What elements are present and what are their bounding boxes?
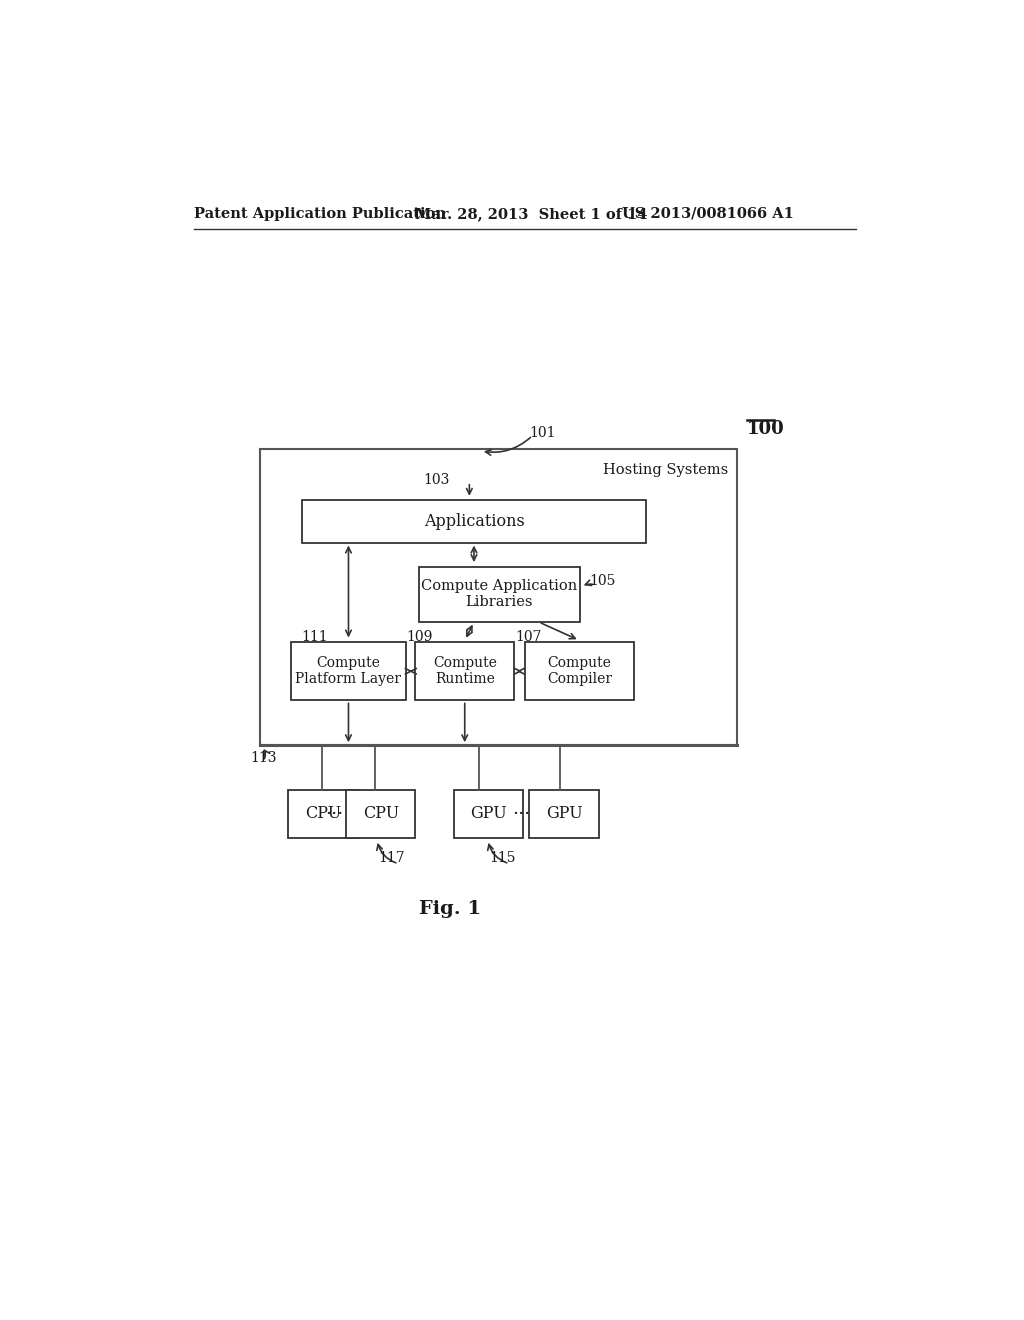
Text: Hosting Systems: Hosting Systems (603, 463, 728, 478)
Text: 101: 101 (529, 426, 556, 441)
Text: 100: 100 (746, 420, 784, 438)
Text: CPU: CPU (305, 805, 341, 822)
Text: CPU: CPU (362, 805, 399, 822)
Text: GPU: GPU (546, 805, 583, 822)
Text: ···: ··· (512, 805, 530, 822)
Bar (416, 642, 514, 701)
Bar (346, 789, 416, 838)
Text: Compute
Runtime: Compute Runtime (433, 656, 497, 686)
Text: GPU: GPU (470, 805, 507, 822)
Text: 103: 103 (423, 473, 450, 487)
Text: Compute Application
Libraries: Compute Application Libraries (421, 579, 578, 610)
Bar (419, 566, 581, 622)
Text: 117: 117 (379, 851, 406, 866)
Text: Compute
Compiler: Compute Compiler (547, 656, 612, 686)
Text: Mar. 28, 2013  Sheet 1 of 14: Mar. 28, 2013 Sheet 1 of 14 (416, 207, 648, 220)
Text: Applications: Applications (424, 512, 524, 529)
Text: 115: 115 (489, 851, 516, 866)
Text: 113: 113 (250, 751, 276, 766)
Bar (524, 642, 634, 701)
Bar (529, 789, 599, 838)
Bar (454, 789, 523, 838)
Bar (301, 499, 646, 543)
Text: 107: 107 (515, 631, 542, 644)
Text: 109: 109 (407, 631, 432, 644)
Text: Compute
Platform Layer: Compute Platform Layer (296, 656, 401, 686)
Bar (289, 789, 357, 838)
Text: Fig. 1: Fig. 1 (419, 900, 481, 919)
Bar (291, 642, 407, 701)
Text: Patent Application Publication: Patent Application Publication (194, 207, 445, 220)
Text: ···: ··· (326, 805, 344, 822)
Text: 111: 111 (301, 631, 328, 644)
Text: US 2013/0081066 A1: US 2013/0081066 A1 (622, 207, 794, 220)
Bar (260, 449, 737, 744)
Text: 105: 105 (590, 574, 615, 589)
